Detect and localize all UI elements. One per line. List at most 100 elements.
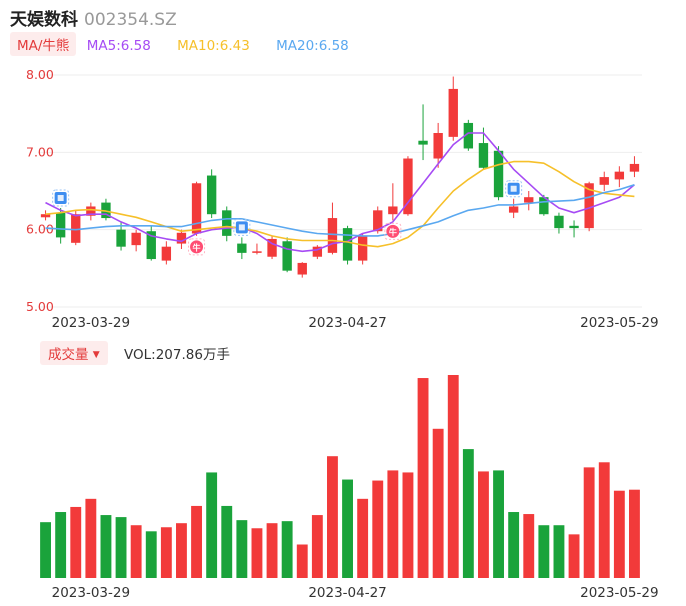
volume-bar xyxy=(70,506,82,578)
candle xyxy=(569,225,579,229)
volume-bars xyxy=(40,375,640,578)
volume-bar xyxy=(145,531,157,578)
bull-marker-frame xyxy=(188,238,206,256)
candles xyxy=(40,76,640,278)
volume-indicator-label: 成交量 xyxy=(48,347,89,363)
candle xyxy=(403,158,413,215)
candle xyxy=(554,215,564,229)
candle xyxy=(297,262,307,275)
volume-bar xyxy=(508,512,520,578)
candle xyxy=(433,133,443,159)
volume-bar xyxy=(387,470,399,578)
candle xyxy=(206,175,217,215)
volume-bar xyxy=(342,479,353,578)
y-tick-label: 5.00 xyxy=(26,299,54,314)
stock-name: 天娱数科 xyxy=(10,10,78,30)
bear-marker-glyph xyxy=(510,185,517,192)
volume-bar xyxy=(538,525,550,578)
ma-lines xyxy=(45,132,635,253)
volume-bar xyxy=(462,449,474,578)
candle xyxy=(86,206,96,216)
x-tick-label: 2023-03-29 xyxy=(52,585,130,601)
volume-bar xyxy=(402,472,414,578)
candle xyxy=(116,229,126,247)
volume-bar xyxy=(115,517,127,578)
price-axis: 8.00 7.00 6.00 5.00 xyxy=(26,67,54,314)
bear-marker-glyph xyxy=(238,224,245,231)
candle xyxy=(524,197,534,203)
candle xyxy=(327,218,338,253)
candle xyxy=(357,235,368,261)
volume-bar xyxy=(221,505,233,578)
ma-indicator-button[interactable]: MA/牛熊 xyxy=(10,32,77,56)
volume-bar xyxy=(236,520,248,578)
volume-bar xyxy=(583,467,595,578)
volume-bar xyxy=(206,472,218,578)
volume-bar xyxy=(176,523,187,578)
volume-bar xyxy=(100,515,112,578)
bull-marker-glyph: 牛 xyxy=(193,242,201,252)
candle xyxy=(478,143,489,168)
volume-bar xyxy=(130,525,142,578)
volume-bar xyxy=(613,490,625,578)
candle xyxy=(146,231,156,260)
candle xyxy=(191,183,202,234)
volume-bar xyxy=(478,471,489,578)
stock-header: 天娱数科 002354.SZ xyxy=(10,5,177,30)
candle xyxy=(539,197,549,215)
price-grid xyxy=(38,74,642,308)
volume-bar xyxy=(40,522,51,578)
candle xyxy=(40,214,51,218)
candle xyxy=(629,163,640,172)
candle xyxy=(584,183,594,229)
x-tick-label: 2023-05-29 xyxy=(580,315,658,331)
bull-marker-icon xyxy=(386,224,400,238)
candle xyxy=(373,210,383,232)
candle xyxy=(508,206,519,213)
ma20-line xyxy=(45,184,635,237)
y-tick-label: 6.00 xyxy=(26,222,54,237)
bull-marker-icon xyxy=(190,240,204,254)
chevron-down-icon: ▼ xyxy=(92,350,100,360)
volume-bar xyxy=(417,378,429,578)
volume-bar xyxy=(372,480,384,578)
volume-bar xyxy=(523,514,535,578)
bull-bear-markers: 牛牛 xyxy=(52,180,523,256)
candle xyxy=(418,140,428,145)
candle xyxy=(388,206,398,215)
candle xyxy=(463,122,474,149)
candle xyxy=(599,177,609,185)
bear-marker-frame xyxy=(233,218,251,236)
bull-marker-frame xyxy=(384,222,402,240)
candle xyxy=(614,171,625,180)
volume-bar xyxy=(160,527,172,578)
volume-value: VOL:207.86万手 xyxy=(124,347,230,363)
candle xyxy=(282,241,292,271)
volume-bar xyxy=(432,428,444,578)
volume-bar xyxy=(251,528,263,578)
volume-bar xyxy=(55,512,67,578)
candle xyxy=(161,246,172,261)
ma-legend: MA/牛熊 MA5:6.58 MA10:6.43 MA20:6.58 xyxy=(10,32,371,56)
volume-bar xyxy=(553,525,565,578)
volume-bar xyxy=(629,489,640,578)
volume-bar xyxy=(568,534,580,578)
candle xyxy=(252,251,262,253)
volume-bar xyxy=(296,544,308,578)
ma5-legend: MA5:6.58 xyxy=(86,38,151,54)
volume-bar xyxy=(311,515,323,578)
x-tick-label: 2023-04-27 xyxy=(308,315,386,331)
volume-bar xyxy=(447,375,459,578)
x-tick-label: 2023-05-29 xyxy=(580,585,658,601)
candle xyxy=(312,246,323,257)
volume-legend: 成交量 ▼ VOL:207.86万手 xyxy=(40,341,230,365)
x-tick-label: 2023-04-27 xyxy=(308,585,386,601)
volume-bar xyxy=(85,498,97,578)
candle xyxy=(342,228,353,261)
candle xyxy=(493,150,504,198)
volume-indicator-button[interactable]: 成交量 ▼ xyxy=(40,341,108,365)
x-tick-label: 2023-03-29 xyxy=(52,315,130,331)
ma20-legend: MA20:6.58 xyxy=(276,38,349,54)
stock-code: 002354.SZ xyxy=(84,10,177,30)
